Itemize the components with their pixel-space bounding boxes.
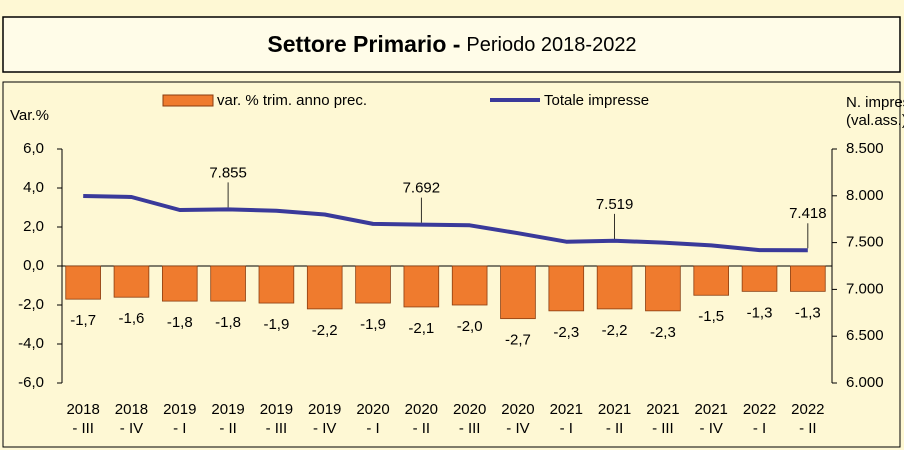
bar-value-label: -1,3 (747, 304, 773, 321)
x-tick-label: - III (266, 420, 288, 437)
bar (741, 265, 778, 292)
x-tick-label: - I (560, 420, 573, 437)
y2-tick-label: 6.000 (846, 374, 884, 391)
bar (306, 265, 343, 310)
y-tick-label: -4,0 (18, 335, 44, 352)
y-tick-label: 6,0 (23, 140, 44, 157)
x-tick-label: - II (799, 420, 817, 437)
line-value-label: 7.519 (596, 196, 634, 213)
x-tick-label: 2021 (550, 401, 583, 418)
bar-value-label: -1,3 (795, 304, 821, 321)
bar-value-label: -2,3 (553, 324, 579, 341)
bar-value-label: -2,2 (312, 322, 338, 339)
plot-box (2, 81, 901, 448)
legend-label: var. % trim. anno prec. (217, 92, 367, 109)
bar-value-label: -1,8 (167, 314, 193, 331)
x-tick-label: - II (413, 420, 431, 437)
bar-value-label: -2,2 (602, 322, 628, 339)
y-tick-label: -2,0 (18, 296, 44, 313)
bar (258, 265, 295, 304)
legend-swatch (162, 94, 214, 107)
bar-value-label: -1,6 (119, 310, 145, 327)
y-tick-label: 4,0 (23, 179, 44, 196)
bar-value-label: -1,5 (698, 308, 724, 325)
line-value-label: 7.692 (403, 180, 441, 197)
x-tick-label: - III (652, 420, 674, 437)
x-tick-label: - II (606, 420, 624, 437)
x-tick-label: 2020 (501, 401, 534, 418)
line (83, 194, 808, 253)
x-tick-label: - I (366, 420, 379, 437)
x-tick-label: - IV (506, 420, 529, 437)
x-tick-label: 2021 (695, 401, 728, 418)
y-tick-label: 0,0 (23, 257, 44, 274)
bar (790, 265, 826, 292)
y2-tick-label: 8.500 (846, 140, 884, 157)
bar-value-label: -1,7 (70, 312, 96, 329)
bar-value-label: -2,0 (457, 318, 483, 335)
x-tick-label: - III (72, 420, 94, 437)
bar-value-label: -2,7 (505, 332, 531, 349)
x-tick-label: - I (173, 420, 186, 437)
x-tick-label: 2021 (646, 401, 679, 418)
x-tick-label: 2020 (453, 401, 486, 418)
x-tick-label: 2018 (115, 401, 148, 418)
bar-value-label: -1,9 (360, 316, 386, 333)
bar (645, 265, 681, 312)
y2-tick-label: 8.000 (846, 187, 884, 204)
x-tick-label: - IV (120, 420, 143, 437)
bar (451, 265, 488, 306)
bar-value-label: -2,3 (650, 324, 676, 341)
title-box (2, 16, 901, 73)
x-tick-label: 2020 (405, 401, 438, 418)
x-tick-label: - IV (313, 420, 336, 437)
x-tick-label: 2022 (791, 401, 824, 418)
bar (113, 265, 150, 298)
bar (355, 265, 391, 304)
x-tick-label: - II (219, 420, 237, 437)
x-tick-label: 2019 (260, 401, 293, 418)
x-tick-label: - I (753, 420, 766, 437)
bar (403, 265, 440, 308)
x-tick-label: 2019 (211, 401, 244, 418)
x-tick-label: 2018 (66, 401, 99, 418)
y-axis-label: Var.% (10, 107, 49, 124)
y-tick-label: 2,0 (23, 218, 44, 235)
legend-label: Totale impresse (544, 92, 649, 109)
bar (596, 265, 633, 310)
y-tick-label: -6,0 (18, 374, 44, 391)
x-tick-label: - III (459, 420, 481, 437)
x-tick-label: 2020 (356, 401, 389, 418)
y2-axis-label: N. imprese (846, 94, 904, 111)
bar (65, 265, 101, 300)
chart-subtitle: Periodo 2018-2022 (466, 34, 636, 56)
x-tick-label: - IV (700, 420, 723, 437)
x-tick-label: 2022 (743, 401, 776, 418)
bar (161, 265, 198, 302)
y2-tick-label: 7.500 (846, 234, 884, 251)
x-tick-label: 2019 (308, 401, 341, 418)
line-value-label: 7.418 (789, 205, 827, 222)
y2-tick-label: 6.500 (846, 327, 884, 344)
x-tick-label: 2019 (163, 401, 196, 418)
bar (548, 265, 585, 312)
bar (500, 265, 536, 320)
line-value-label: 7.855 (209, 164, 247, 181)
chart-title: Settore Primario - (267, 31, 460, 57)
y2-tick-label: 7.000 (846, 280, 884, 297)
title: Settore Primario - Periodo 2018-2022 (267, 31, 636, 57)
bar-value-label: -1,8 (215, 314, 241, 331)
bar (693, 265, 730, 296)
bar-value-label: -1,9 (263, 316, 289, 333)
y2-axis-label: (val.ass.) (846, 112, 904, 129)
bar (210, 265, 246, 302)
x-tick-label: 2021 (598, 401, 631, 418)
bar-value-label: -2,1 (408, 320, 434, 337)
